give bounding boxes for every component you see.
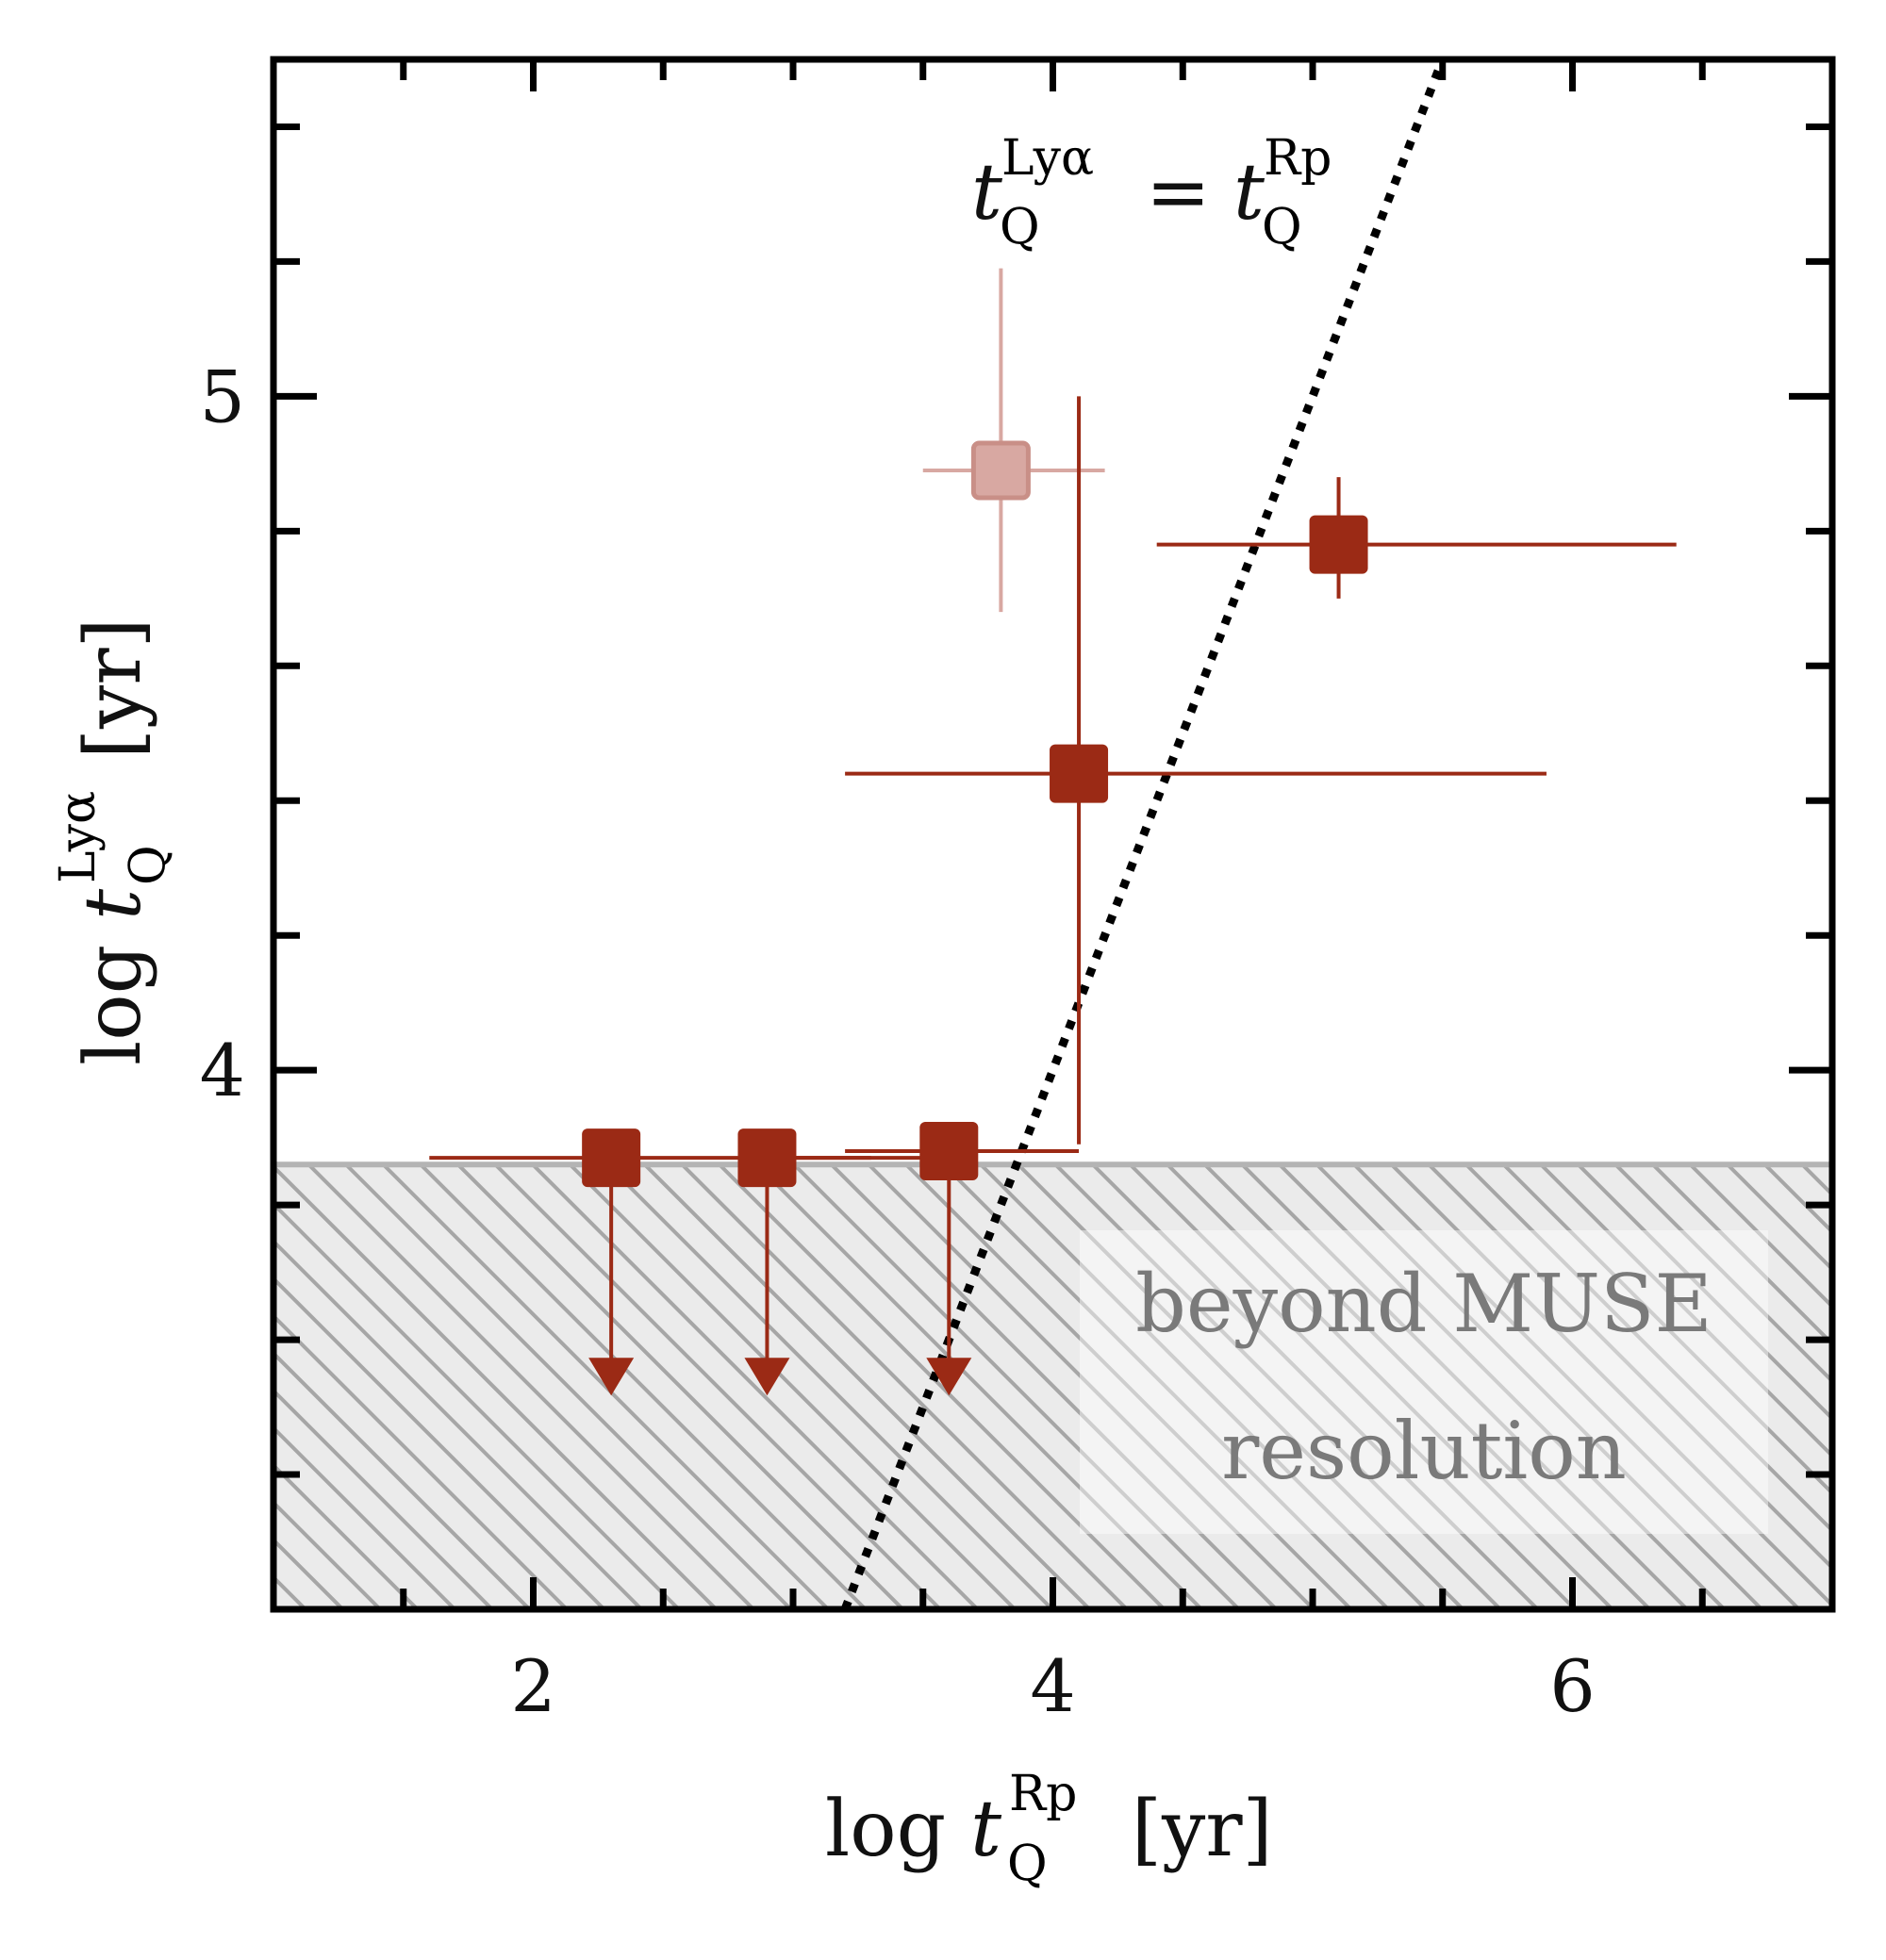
marker-square	[1309, 515, 1368, 574]
region-label-box	[1080, 1230, 1768, 1534]
marker-square	[919, 1121, 979, 1180]
data-point-6	[922, 268, 1105, 613]
annotation-lhs-sup: Lyα	[1001, 130, 1094, 187]
x-axis-label-sub: Q	[1007, 1836, 1048, 1892]
data-points	[429, 268, 1677, 1396]
data-point-4	[845, 396, 1547, 1145]
marker-square	[737, 1128, 797, 1188]
y-axis-label-sup: Lyα	[50, 791, 107, 883]
annotation-lhs-sub: Q	[1000, 199, 1040, 255]
x-tick-label: 6	[1549, 1644, 1595, 1728]
shaded-region: beyond MUSE resolution	[273, 1161, 1832, 1609]
marker-square	[970, 440, 1031, 501]
shaded-region-hatch	[273, 1164, 1832, 1609]
y-axis-label-var: t	[69, 888, 158, 920]
annotation-equals: =	[1146, 148, 1211, 238]
y-axis-label-sub: Q	[120, 845, 176, 885]
data-point-3	[845, 1121, 1080, 1396]
upper-limit-arrow-head	[926, 1358, 972, 1396]
y-axis-label-unit: [yr]	[69, 618, 158, 759]
region-label-line2: resolution	[1221, 1405, 1627, 1497]
annotation: t Lyα Q = t Rp Q	[971, 130, 1332, 255]
region-label-line1: beyond MUSE	[1135, 1258, 1712, 1350]
y-tick-label: 5	[200, 354, 245, 438]
annotation-lhs-var: t	[971, 148, 1003, 238]
x-tick-label: 4	[1030, 1644, 1075, 1728]
x-axis-label-prefix: log	[825, 1785, 970, 1874]
svg-text:t: t	[971, 148, 1003, 238]
y-axis-label: log t Lyα Q [yr]	[50, 618, 176, 1065]
x-axis-label-unit: [yr]	[1132, 1785, 1273, 1874]
y-tick-label: 4	[200, 1029, 245, 1112]
svg-text:log t: log t	[69, 888, 158, 1065]
x-tick-label: 2	[510, 1644, 555, 1728]
annotation-rhs-sub: Q	[1262, 199, 1302, 255]
data-point-5	[1156, 477, 1677, 599]
x-axis-label-sup: Rp	[1009, 1766, 1077, 1822]
upper-limit-arrow-head	[744, 1358, 790, 1396]
annotation-rhs-sup: Rp	[1264, 130, 1332, 187]
marker-square	[1050, 744, 1109, 803]
marker-square	[582, 1128, 641, 1188]
upper-limit-arrow-head	[588, 1358, 635, 1396]
axes: 2 4 6 4 5	[200, 56, 1836, 1728]
reference-line-group	[840, 59, 1447, 1609]
x-axis-label: log t Rp Q [yr]	[825, 1766, 1273, 1892]
annotation-rhs-var: t	[1233, 148, 1266, 238]
y-axis-label-prefix: log	[69, 920, 158, 1065]
svg-text:log t: log t	[825, 1785, 1002, 1874]
x-axis-label-var: t	[970, 1785, 1002, 1874]
data-point-2	[737, 1128, 871, 1396]
reference-line	[840, 59, 1447, 1609]
